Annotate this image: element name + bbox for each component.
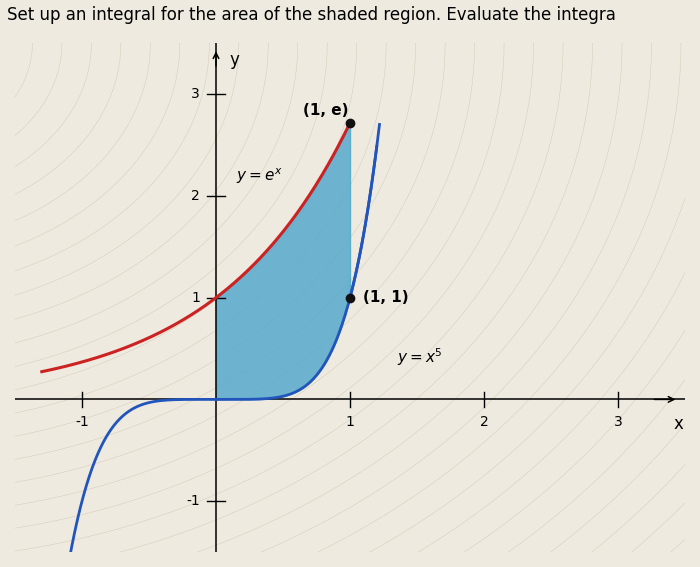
Text: (1, 1): (1, 1)	[363, 290, 409, 305]
Text: $y = e^x$: $y = e^x$	[236, 166, 283, 186]
Text: 2: 2	[480, 414, 489, 429]
Text: -1: -1	[186, 494, 200, 508]
Text: 1: 1	[346, 414, 354, 429]
Text: $y = x^5$: $y = x^5$	[397, 346, 442, 367]
Text: y: y	[230, 52, 239, 70]
Text: 3: 3	[191, 87, 200, 101]
Text: Set up an integral for the area of the shaded region. Evaluate the integra: Set up an integral for the area of the s…	[7, 6, 616, 24]
Text: 3: 3	[614, 414, 622, 429]
Text: x: x	[673, 414, 683, 433]
Text: (1, e): (1, e)	[303, 103, 349, 118]
Text: -1: -1	[75, 414, 89, 429]
Text: 2: 2	[191, 189, 200, 203]
Text: 1: 1	[191, 291, 200, 304]
